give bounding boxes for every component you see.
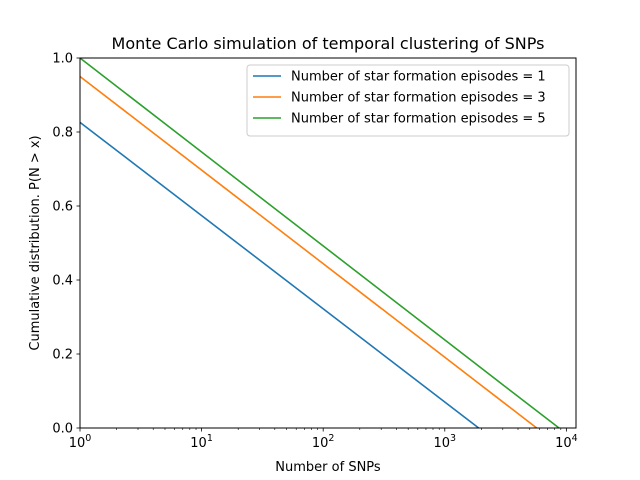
y-tick-label: 0.4	[52, 274, 73, 289]
legend-label: Number of star formation episodes = 5	[291, 112, 546, 127]
series-line-3	[79, 57, 560, 429]
y-tick-label: 0.0	[52, 422, 73, 437]
legend: Number of star formation episodes = 1 Num…	[246, 64, 570, 137]
x-axis-label: Number of SNPs	[275, 460, 381, 475]
legend-label: Number of star formation episodes = 3	[291, 91, 546, 106]
y-axis-label: Cumulative distribution. P(N > x)	[28, 135, 43, 350]
series-line-2	[79, 75, 538, 429]
y-tick-label: 0.8	[52, 126, 73, 141]
x-axis-ticks: 100 101 102 103 104	[69, 428, 578, 451]
y-axis-ticks: 0.0 0.2 0.4 0.6 0.8 1.0	[52, 52, 80, 437]
x-tick-label: 103	[433, 433, 456, 451]
x-tick-label: 101	[190, 433, 213, 451]
legend-label: Number of star formation episodes = 1	[291, 70, 546, 85]
x-tick-label: 104	[555, 433, 578, 451]
plot-frame	[79, 57, 577, 429]
y-tick-label: 0.2	[52, 348, 73, 363]
chart-title: Monte Carlo simulation of temporal clust…	[112, 34, 545, 53]
series-line-1	[79, 121, 480, 429]
y-tick-label: 1.0	[52, 52, 73, 67]
legend-box	[246, 64, 570, 137]
x-tick-label: 100	[69, 433, 92, 451]
y-tick-label: 0.6	[52, 200, 73, 215]
x-tick-label: 102	[312, 433, 335, 451]
plot-lines	[79, 57, 560, 429]
